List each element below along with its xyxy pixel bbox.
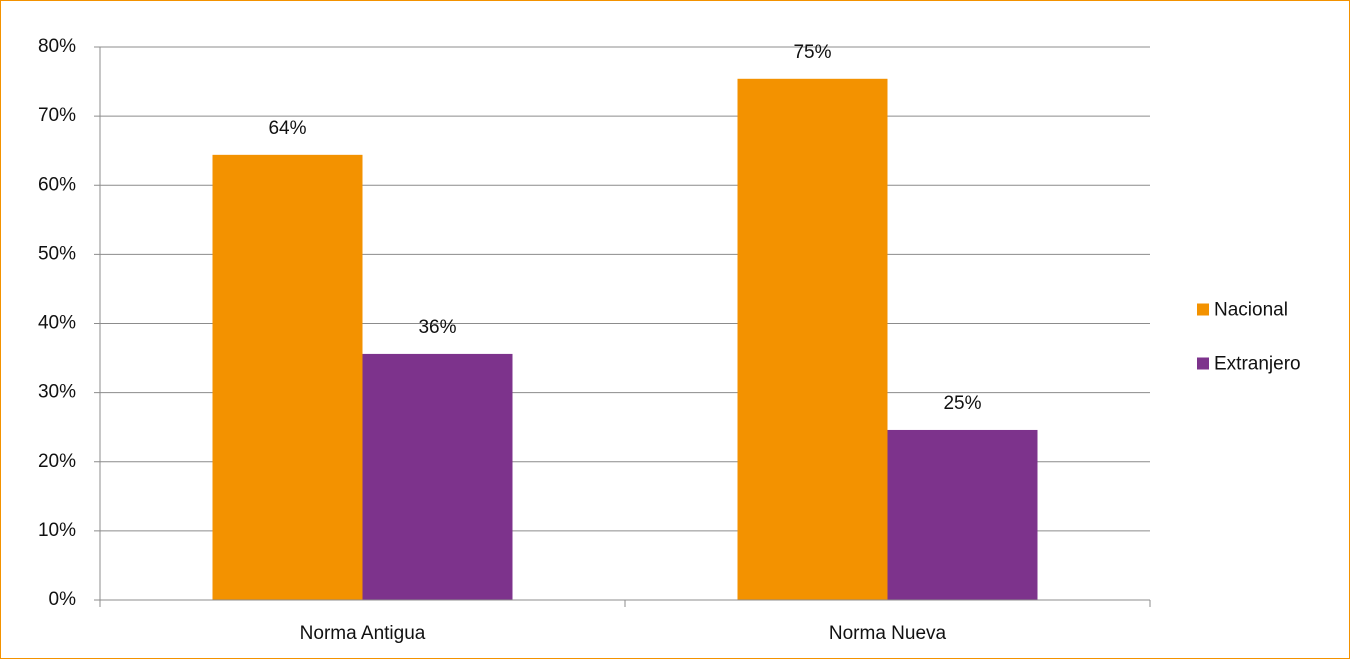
legend-label: Nacional xyxy=(1214,300,1288,321)
bar xyxy=(212,154,363,600)
y-tick-label: 10% xyxy=(38,520,76,541)
legend-swatch xyxy=(1197,357,1209,370)
x-tick-label: Norma Antigua xyxy=(300,623,426,644)
y-tick-label: 60% xyxy=(38,174,76,195)
data-label: 36% xyxy=(418,317,456,338)
legend-label: Extranjero xyxy=(1214,354,1301,375)
y-tick-label: 80% xyxy=(38,36,76,57)
y-tick-label: 40% xyxy=(38,313,76,334)
y-tick-label: 70% xyxy=(38,105,76,126)
y-tick-label: 0% xyxy=(49,589,77,610)
legend-swatch xyxy=(1197,303,1209,316)
y-tick-label: 30% xyxy=(38,382,76,403)
bar xyxy=(887,429,1038,600)
bar xyxy=(737,78,888,601)
data-label: 75% xyxy=(793,42,831,63)
x-tick-label: Norma Nueva xyxy=(829,623,947,644)
data-label: 64% xyxy=(268,118,306,139)
y-tick-label: 20% xyxy=(38,451,76,472)
bar xyxy=(362,353,513,600)
data-label: 25% xyxy=(943,393,981,414)
y-tick-label: 50% xyxy=(38,243,76,264)
